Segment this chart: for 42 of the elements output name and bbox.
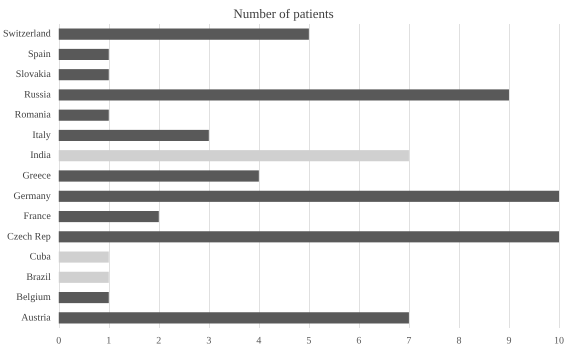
bar — [58, 48, 109, 60]
y-tick-label: Russia — [24, 89, 52, 100]
y-tick-label: France — [24, 211, 52, 222]
bar — [58, 170, 259, 182]
y-tick-label: Italy — [32, 130, 51, 141]
x-tick-label: 0 — [56, 336, 62, 346]
y-tick-label: Austria — [21, 312, 52, 324]
y-tick-label: Cuba — [30, 252, 52, 263]
y-tick-label: Germany — [14, 190, 51, 202]
x-tick-label: 4 — [256, 336, 262, 346]
bar — [58, 130, 209, 142]
x-tick-label: 3 — [206, 336, 212, 346]
bar — [58, 210, 159, 222]
x-tick-label: 9 — [506, 336, 512, 346]
bar — [58, 89, 509, 101]
y-tick-label: Switzerland — [3, 28, 51, 40]
x-tick-label: 1 — [106, 336, 112, 346]
bar — [58, 292, 109, 304]
x-tick-label: 10 — [554, 336, 564, 346]
x-tick-label: 5 — [306, 336, 312, 346]
y-tick-label: Romania — [14, 110, 52, 121]
bar — [58, 272, 109, 283]
bar — [58, 110, 109, 121]
x-tick-label: 6 — [356, 336, 362, 346]
bar — [58, 190, 559, 202]
y-tick-label: Slovakia — [16, 69, 52, 80]
y-tick-label: Brazil — [26, 272, 51, 283]
bar — [58, 251, 109, 263]
y-tick-label: Belgium — [16, 292, 51, 304]
bar — [58, 312, 409, 324]
x-tick-label: 8 — [456, 336, 462, 346]
bar — [58, 150, 409, 162]
bar — [58, 69, 109, 80]
bar — [58, 231, 559, 242]
chart-title: Number of patients — [233, 6, 334, 21]
x-tick-label: 2 — [156, 336, 162, 346]
y-tick-label: India — [30, 150, 52, 162]
bar — [58, 28, 309, 40]
x-tick-label: 7 — [406, 336, 412, 346]
y-tick-label: Spain — [28, 48, 51, 60]
y-tick-label: Greece — [22, 170, 52, 182]
y-tick-label: Czech Rep — [7, 231, 51, 242]
